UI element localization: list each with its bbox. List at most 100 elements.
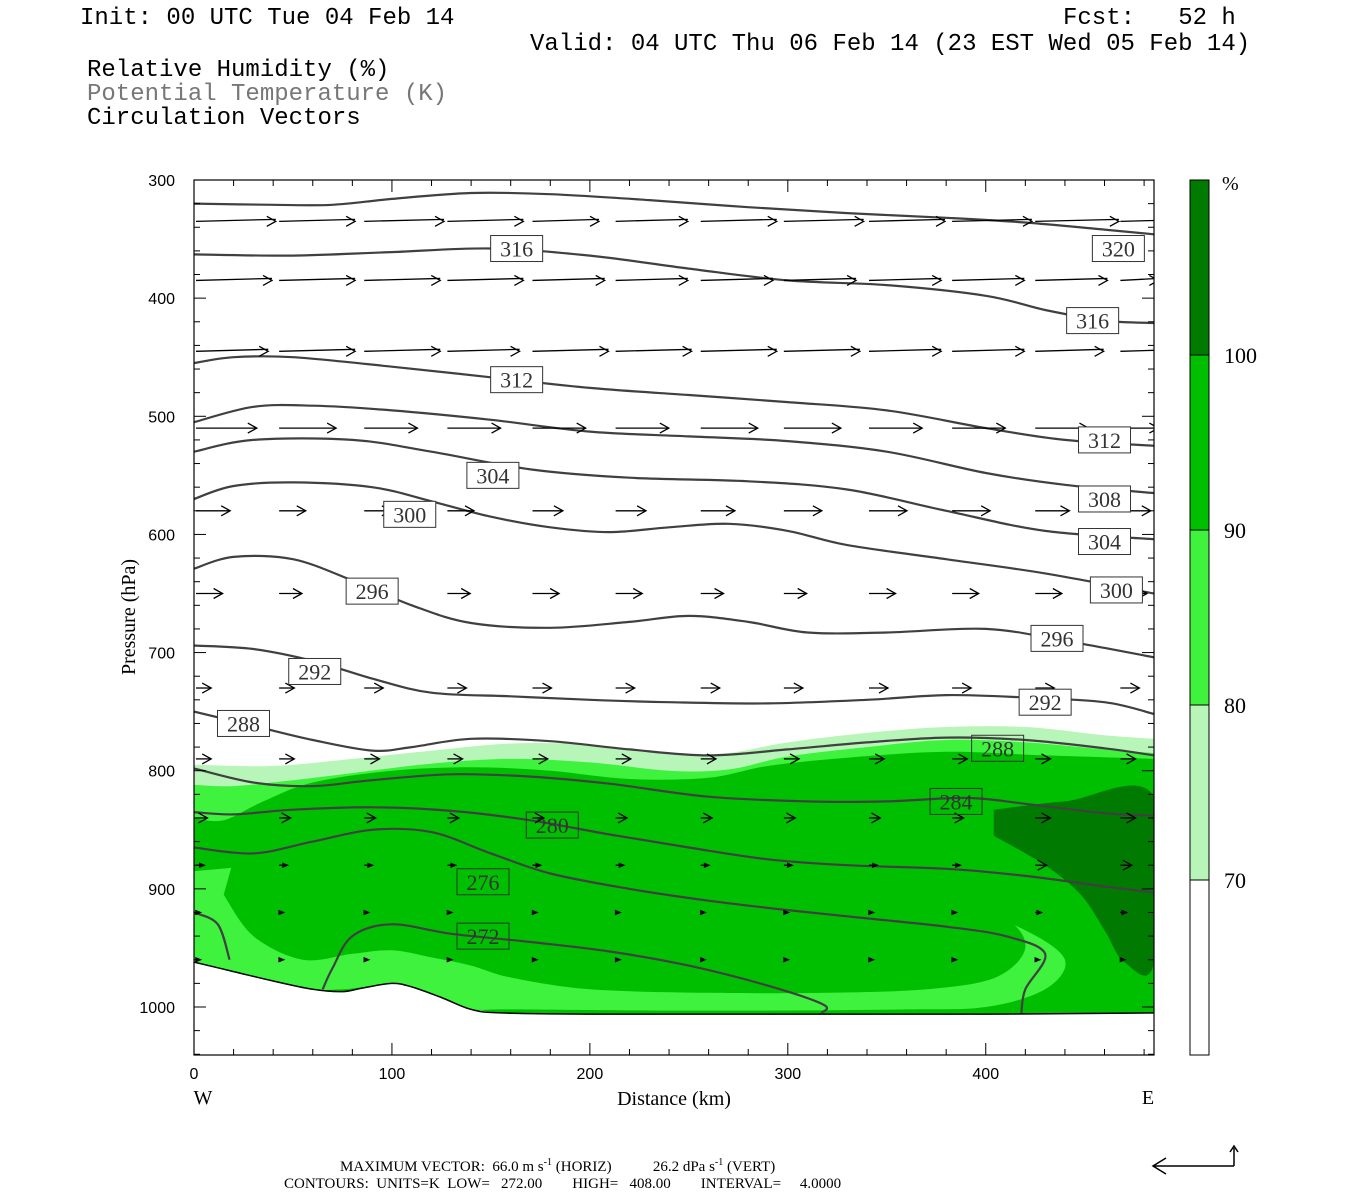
wind-vector [279, 422, 338, 434]
wind-vector [1120, 859, 1134, 871]
wind-vector [364, 274, 442, 286]
field-theta: Potential Temperature (K) [87, 81, 448, 108]
svg-text:296: 296 [1041, 626, 1074, 651]
wind-vector [783, 215, 866, 227]
wind-vector [700, 753, 718, 765]
wind-vector [532, 812, 546, 824]
wind-vector [783, 345, 862, 357]
wind-vector [531, 957, 539, 963]
wind-vector [615, 862, 626, 868]
wind-vector [195, 274, 274, 286]
wind-vector [700, 422, 760, 434]
wind-vector [952, 682, 973, 694]
theta-contour-272b [321, 923, 829, 1014]
wind-vector [195, 215, 278, 227]
wind-vector [952, 862, 963, 868]
wind-vector [196, 587, 224, 600]
contour-label: 296 [345, 577, 399, 605]
wind-vector [1035, 505, 1071, 517]
x-tick-label: 100 [379, 1066, 406, 1083]
svg-text:320: 320 [1102, 237, 1135, 262]
wind-vector [783, 957, 791, 963]
svg-text:284: 284 [940, 789, 973, 814]
x-tick-label: 0 [190, 1066, 199, 1083]
colorbar-segment [1190, 180, 1209, 355]
wind-vector [196, 505, 232, 517]
wind-vector [615, 753, 633, 765]
contour-label: 276 [456, 868, 510, 896]
wind-vector [952, 215, 1034, 227]
wind-vector [783, 422, 843, 434]
wind-vector [1035, 587, 1064, 600]
x-end-west: W [194, 1087, 213, 1109]
wind-vector [868, 215, 947, 227]
reference-vector-icon [1151, 1144, 1239, 1175]
colorbar-label: 70 [1224, 868, 1246, 893]
wind-vector [700, 862, 711, 868]
wind-vector [1120, 812, 1137, 824]
wind-vector [700, 909, 707, 916]
wind-vector [615, 215, 690, 227]
wind-vector [783, 587, 809, 600]
wind-vector [868, 422, 924, 434]
y-tick-label: 1000 [139, 1000, 175, 1017]
wind-vector [364, 422, 419, 434]
contour-label: 304 [1078, 528, 1132, 556]
wind-vector [363, 909, 371, 916]
wind-vector [868, 812, 882, 824]
wind-vector [196, 422, 259, 434]
y-tick-label: 700 [148, 646, 175, 663]
wind-vector [868, 957, 876, 963]
wind-vector [279, 215, 357, 227]
wind-vector [279, 862, 290, 868]
theta-contour-308 [194, 403, 1154, 495]
svg-text:288: 288 [981, 736, 1014, 761]
wind-vector [1119, 957, 1127, 963]
wind-vector [364, 215, 446, 227]
wind-vector [532, 422, 588, 434]
wind-vector [868, 274, 943, 286]
wind-vector [447, 345, 521, 357]
plot-frame [193, 179, 1155, 1056]
wind-vector [700, 682, 722, 694]
max-vector-text: MAXIMUM VECTOR: 66.0 m s-1 (HORIZ) 26.2 … [340, 1157, 776, 1175]
wind-vector [364, 345, 442, 357]
wind-vector [952, 753, 969, 765]
wind-vector [532, 682, 553, 694]
x-tick-label: 400 [972, 1066, 999, 1083]
wind-vector [1034, 957, 1042, 963]
contour-label: 316 [490, 235, 544, 263]
wind-vector [447, 215, 525, 227]
wind-vector [447, 753, 464, 765]
wind-vector [1035, 345, 1105, 357]
y-axis-label: Pressure (hPa) [118, 559, 140, 675]
wind-vector [278, 909, 286, 916]
wind-vector [700, 812, 714, 824]
wind-vector [614, 957, 622, 963]
contour-label: 320 [1091, 235, 1145, 263]
theta-contour-284 [194, 767, 1154, 817]
y-tick-label: 900 [148, 882, 175, 899]
colorbar-label: 80 [1224, 693, 1246, 718]
wind-vector [447, 505, 476, 517]
contour-label: 296 [1030, 624, 1084, 652]
wind-vector [532, 345, 610, 357]
wind-vector [615, 812, 629, 824]
contour-label: 284 [929, 787, 983, 815]
svg-text:312: 312 [500, 368, 533, 393]
terrain-line [194, 961, 1154, 1015]
wind-vector [952, 422, 1007, 434]
contour-label: 292 [1018, 688, 1072, 716]
wind-vector [868, 345, 943, 357]
wind-vector [952, 345, 1026, 357]
wind-vector [868, 505, 909, 517]
svg-text:300: 300 [1100, 578, 1133, 603]
contour-label: 316 [1066, 307, 1120, 335]
contour-label: 312 [1078, 426, 1132, 454]
wind-vector [531, 909, 539, 916]
svg-text:292: 292 [298, 659, 331, 684]
wind-vector [1035, 753, 1052, 765]
theta-contour-316 [194, 247, 1154, 325]
svg-text:288: 288 [227, 711, 260, 736]
wind-vector [615, 682, 636, 694]
